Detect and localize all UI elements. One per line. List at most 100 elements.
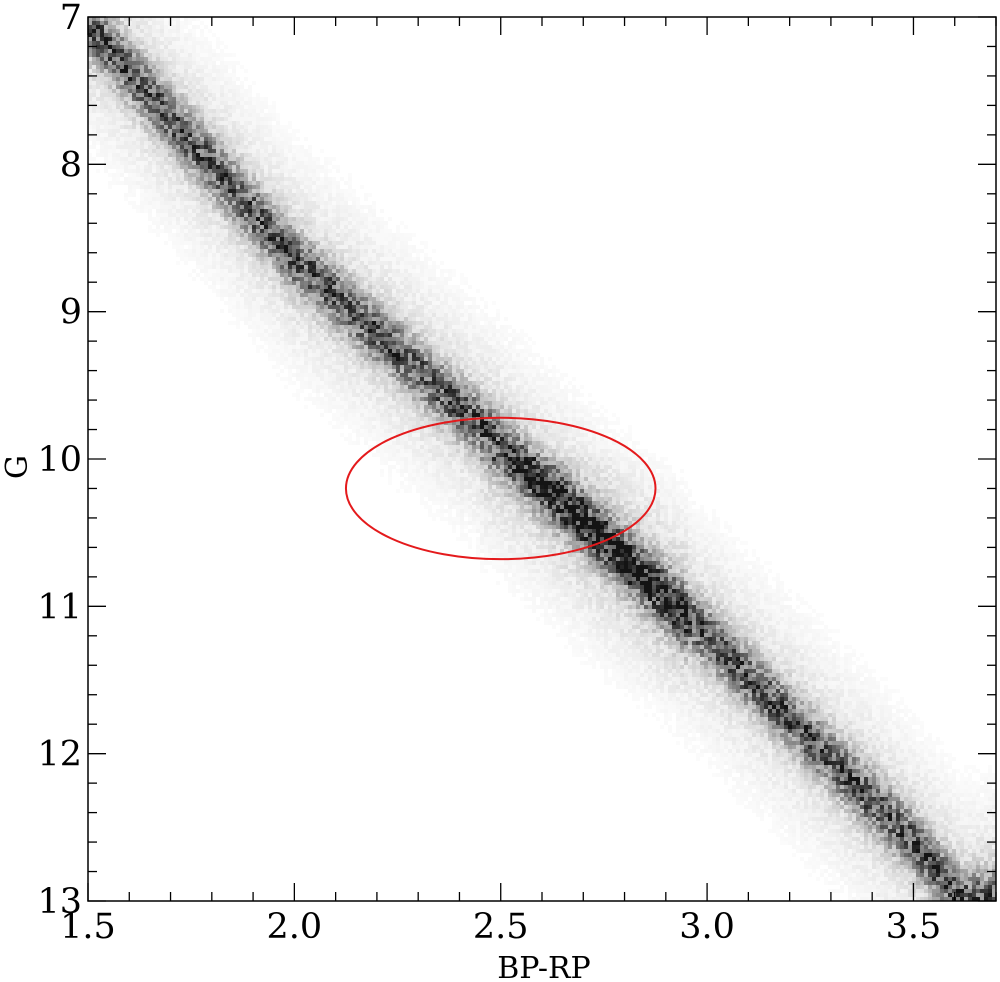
density-cell [384,309,388,313]
density-cell [280,269,284,273]
density-cell [288,365,292,369]
density-cell [148,201,152,205]
density-cell [212,73,216,77]
density-cell [348,369,352,373]
density-cell [212,61,216,65]
density-cell [120,153,124,157]
density-cell [244,161,248,165]
density-cell [208,173,212,177]
density-cell [396,441,400,445]
density-cell [384,341,388,345]
density-cell [320,233,324,237]
density-cell [348,405,352,409]
density-cell [132,53,136,57]
density-cell [180,145,184,149]
density-cell [276,329,280,333]
density-cell [308,205,312,209]
density-cell [260,105,264,109]
density-cell [112,85,116,89]
density-cell [208,145,212,149]
density-cell [240,105,244,109]
density-cell [300,165,304,169]
density-cell [320,325,324,329]
density-cell [352,277,356,281]
density-cell [272,257,276,261]
density-cell [168,49,172,53]
density-cell [392,381,396,385]
density-cell [128,157,132,161]
density-cell [276,133,280,137]
density-cell [208,269,212,273]
density-cell [176,169,180,173]
density-cell [236,93,240,97]
density-cell [144,25,148,29]
density-cell [352,413,356,417]
density-cell [204,173,208,177]
density-cell [116,125,120,129]
density-cell [244,221,248,225]
density-cell [284,265,288,269]
density-cell [292,161,296,165]
density-cell [420,409,424,413]
density-cell [104,73,108,77]
density-cell [388,313,392,317]
density-cell [220,261,224,265]
density-cell [136,73,140,77]
density-cell [332,221,336,225]
density-cell [380,261,384,265]
density-cell [272,297,276,301]
density-cell [304,201,308,205]
density-cell [192,185,196,189]
density-cell [112,69,116,73]
density-cell [308,277,312,281]
density-cell [416,265,420,269]
density-cell [148,185,152,189]
density-cell [340,189,344,193]
density-cell [396,341,400,345]
density-cell [132,89,136,93]
density-cell [200,161,204,165]
density-cell [240,245,244,249]
density-cell [368,433,372,437]
density-cell [316,241,320,245]
density-cell [392,329,396,333]
density-cell [384,305,388,309]
density-cell [204,245,208,249]
density-cell [356,285,360,289]
density-cell [276,121,280,125]
density-cell [112,17,116,21]
density-cell [260,133,264,137]
density-cell [236,169,240,173]
density-cell [252,165,256,169]
density-cell [256,129,260,133]
density-cell [256,105,260,109]
density-cell [372,381,376,385]
density-cell [316,317,320,321]
density-cell [116,181,120,185]
density-cell [180,153,184,157]
density-cell [216,217,220,221]
density-cell [152,197,156,201]
density-cell [364,389,368,393]
density-cell [248,249,252,253]
density-cell [292,181,296,185]
density-cell [96,105,100,109]
density-cell [252,233,256,237]
density-cell [388,293,392,297]
density-cell [376,357,380,361]
density-cell [200,101,204,105]
density-cell [408,469,412,473]
density-cell [252,145,256,149]
density-cell [248,285,252,289]
density-cell [192,117,196,121]
density-cell [96,17,100,21]
density-cell [292,313,296,317]
density-cell [368,353,372,357]
density-cell [264,225,268,229]
density-cell [300,317,304,321]
density-cell [308,337,312,341]
density-cell [228,233,232,237]
density-cell [208,273,212,277]
density-cell [196,133,200,137]
density-cell [188,129,192,133]
